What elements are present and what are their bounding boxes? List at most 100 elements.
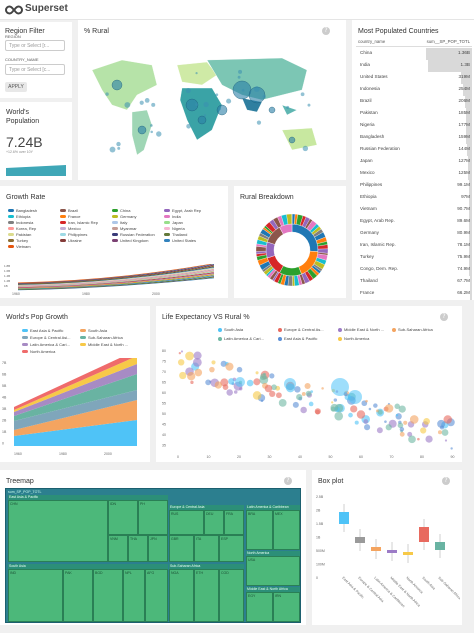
bubble-point[interactable] <box>444 439 448 442</box>
map-bubble[interactable] <box>253 86 260 92</box>
map-bubble[interactable] <box>150 124 153 127</box>
treemap-cell[interactable]: ITA <box>194 535 219 562</box>
bubble-point[interactable] <box>235 377 245 387</box>
box-body[interactable] <box>419 527 429 542</box>
treemap-cell[interactable]: NPL <box>123 569 145 622</box>
bubble-point[interactable] <box>437 419 446 428</box>
bubble-point[interactable] <box>395 414 399 417</box>
treemap-group-header[interactable]: Latin America & Caribbean <box>246 505 300 510</box>
table-row[interactable]: Japan 127M <box>356 156 472 168</box>
bubble-point[interactable] <box>294 386 301 393</box>
treemap-cell[interactable]: PAK <box>63 569 93 622</box>
bubble-point[interactable] <box>292 401 299 408</box>
treemap-group-header[interactable]: Middle East & North Africa <box>246 587 300 592</box>
bubble-point[interactable] <box>246 379 254 387</box>
table-row[interactable]: Mexico 125M <box>356 168 472 180</box>
bubble-point[interactable] <box>178 352 181 355</box>
legend-item[interactable]: Thailand <box>164 232 187 237</box>
area-series[interactable] <box>14 374 137 421</box>
map-bubble[interactable] <box>116 141 121 147</box>
country-region[interactable] <box>281 127 318 151</box>
legend-item[interactable]: Europe & Central Asi... <box>22 335 70 340</box>
legend-item[interactable]: Sub-Saharan Africa <box>392 327 433 332</box>
treemap-group-header[interactable]: East Asia & Pacific <box>8 495 168 500</box>
map-bubble[interactable] <box>117 146 121 150</box>
treemap-cell[interactable]: EGY <box>246 592 273 622</box>
legend-item[interactable]: South Asia <box>218 327 243 332</box>
treemap-cell[interactable]: GBR <box>169 535 194 562</box>
map-bubble[interactable] <box>288 136 296 144</box>
bubble-chart[interactable]: 80 75 70 65 60 55 50 45 40 35 0 10 20 30 40 50 60 70 80 90 <box>160 342 458 460</box>
table-row[interactable]: Iran, Islamic Rep. 78.1M <box>356 240 472 252</box>
col-country-header[interactable]: country_name <box>358 39 386 44</box>
bubble-point[interactable] <box>376 427 383 434</box>
table-row[interactable]: Russian Federation 144M <box>356 144 472 156</box>
map-bubble[interactable] <box>139 100 144 105</box>
treemap-cell[interactable]: NGA <box>169 569 194 622</box>
area-series[interactable] <box>14 420 137 446</box>
bubble-point[interactable] <box>350 405 358 413</box>
help-icon[interactable]: ? <box>440 313 448 321</box>
table-row[interactable]: India 1.3B <box>356 60 472 72</box>
treemap-cell[interactable]: USA <box>246 556 300 586</box>
bubble-point[interactable] <box>269 373 275 379</box>
bubble-point[interactable] <box>214 381 222 389</box>
help-icon[interactable]: ? <box>442 477 450 485</box>
legend-item[interactable]: Germany <box>112 214 136 219</box>
area-series[interactable] <box>14 364 137 416</box>
map-bubble[interactable] <box>215 93 219 97</box>
bubble-point[interactable] <box>330 403 339 412</box>
treemap-cell[interactable]: FRA <box>224 510 244 535</box>
bubble-point[interactable] <box>271 384 277 391</box>
map-bubble[interactable] <box>109 146 116 153</box>
map-bubble[interactable] <box>237 75 241 79</box>
legend-item[interactable]: Egypt, Arab Rep <box>164 208 201 213</box>
bubble-point[interactable] <box>185 351 194 361</box>
bubble-point[interactable] <box>399 427 405 432</box>
bubble-point[interactable] <box>385 424 392 431</box>
table-row[interactable]: Pakistan 185M <box>356 108 472 120</box>
bubble-point[interactable] <box>443 415 453 424</box>
treemap-cell[interactable]: IND <box>8 569 63 622</box>
area-series[interactable] <box>14 358 137 412</box>
legend-item[interactable]: Middle East & North ... <box>80 342 128 347</box>
box-body[interactable] <box>371 547 381 551</box>
legend-item[interactable]: East Asia & Pacific <box>278 336 317 341</box>
bubble-point[interactable] <box>228 378 235 385</box>
legend-item[interactable]: France <box>60 214 80 219</box>
legend-item[interactable]: Nigeria <box>164 226 185 231</box>
bubble-point[interactable] <box>190 380 194 385</box>
help-icon[interactable]: ? <box>322 27 330 35</box>
bubble-point[interactable] <box>314 408 321 415</box>
table-row[interactable]: Egypt, Arab Rep. 89.6M <box>356 216 472 228</box>
bubble-point[interactable] <box>252 391 262 400</box>
treemap-cell[interactable]: CHN <box>8 500 108 562</box>
map-bubble[interactable] <box>151 102 156 107</box>
legend-item[interactable]: Italy <box>112 220 127 225</box>
map-bubble[interactable] <box>195 103 199 107</box>
box-body[interactable] <box>339 512 349 524</box>
treemap-cell[interactable]: MEX <box>273 510 300 550</box>
bubble-point[interactable] <box>397 422 404 429</box>
bubble-point[interactable] <box>226 389 233 396</box>
treemap-cell[interactable]: IRN <box>273 592 300 622</box>
legend-item[interactable]: Philippines <box>60 232 87 237</box>
table-row[interactable]: Indonesia 254M <box>356 84 472 96</box>
area-series[interactable] <box>14 390 137 430</box>
bubble-point[interactable] <box>423 418 430 425</box>
bubble-point[interactable] <box>356 410 366 419</box>
bubble-point[interactable] <box>420 427 427 434</box>
treemap-cell[interactable]: AFG <box>145 569 168 622</box>
legend-item[interactable]: Korea, Rep <box>8 226 36 231</box>
bubble-point[interactable] <box>253 378 261 386</box>
world-map[interactable] <box>82 50 340 175</box>
bubble-point[interactable] <box>284 378 296 390</box>
bubble-point[interactable] <box>260 399 264 403</box>
map-bubble[interactable] <box>203 114 207 117</box>
box-body[interactable] <box>387 550 397 553</box>
bubble-point[interactable] <box>296 393 303 401</box>
map-bubble[interactable] <box>216 104 228 116</box>
bubble-point[interactable] <box>394 403 400 410</box>
legend-item[interactable]: Mexico <box>60 226 81 231</box>
